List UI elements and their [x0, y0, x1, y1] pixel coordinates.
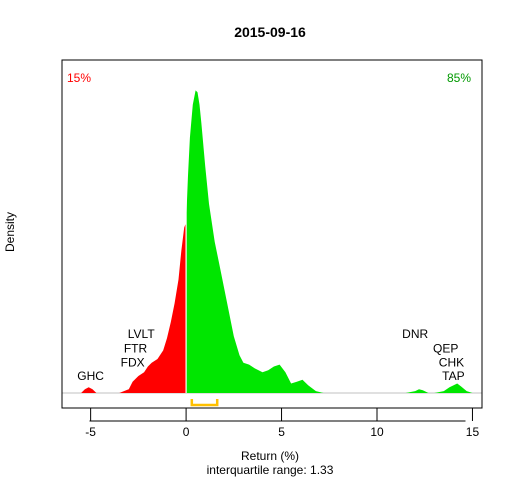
- y-axis-label: Density: [3, 212, 17, 252]
- negative-share-label: 15%: [67, 71, 91, 85]
- ticker-annotation: QEP: [433, 341, 458, 355]
- negative-density-area: [81, 222, 187, 393]
- x-tick-label: -5: [85, 425, 96, 439]
- positive-share-label: 85%: [447, 71, 471, 85]
- ticker-annotation: CHK: [439, 356, 464, 370]
- x-tick-label: 15: [466, 425, 480, 439]
- chart-title: 2015-09-16: [234, 24, 306, 40]
- iqr-bracket: [190, 399, 219, 407]
- positive-density-area: [186, 90, 473, 394]
- ticker-annotation: TAP: [442, 369, 464, 383]
- x-tick-label: 5: [278, 425, 285, 439]
- ticker-annotation: FDX: [121, 356, 145, 370]
- iqr-subtitle: interquartile range: 1.33: [207, 463, 334, 477]
- ticker-annotation: FTR: [124, 341, 148, 355]
- x-tick-label: 10: [370, 425, 384, 439]
- x-axis-ticks: -5 0 5 10 15: [85, 408, 479, 439]
- x-tick-label: 0: [183, 425, 190, 439]
- x-axis-label: Return (%): [241, 449, 299, 463]
- ticker-annotation: GHC: [77, 369, 104, 383]
- ticker-annotation: DNR: [402, 327, 428, 341]
- plot-frame: [61, 59, 483, 409]
- ticker-annotation: LVLT: [128, 327, 156, 341]
